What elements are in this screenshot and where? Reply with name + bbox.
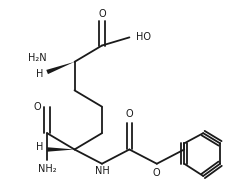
Polygon shape bbox=[46, 62, 74, 74]
Text: H: H bbox=[36, 142, 43, 152]
Text: O: O bbox=[98, 9, 106, 19]
Text: O: O bbox=[153, 168, 161, 178]
Text: NH₂: NH₂ bbox=[38, 164, 56, 174]
Text: H₂N: H₂N bbox=[29, 53, 47, 63]
Text: O: O bbox=[126, 109, 133, 119]
Polygon shape bbox=[47, 147, 74, 152]
Text: O: O bbox=[33, 102, 41, 112]
Text: NH: NH bbox=[95, 166, 109, 176]
Text: H: H bbox=[36, 69, 43, 79]
Text: HO: HO bbox=[136, 32, 151, 42]
